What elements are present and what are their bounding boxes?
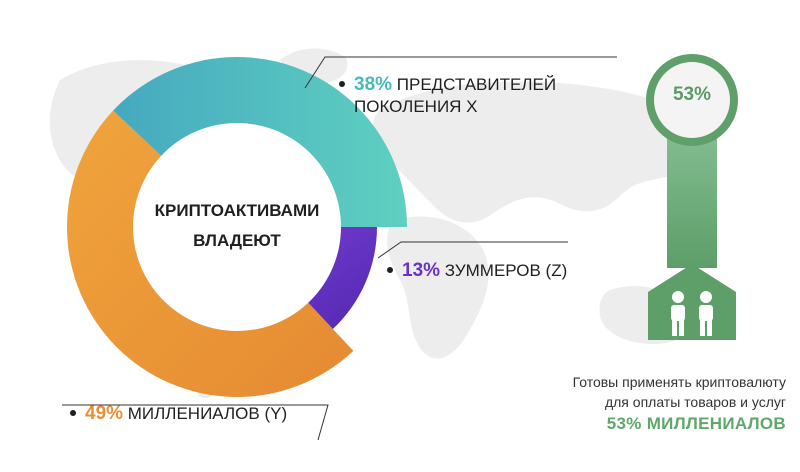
note-line1: Готовы применять криптовалюту: [572, 374, 786, 390]
donut-center: [133, 123, 341, 331]
label-zoomers: 13% ЗУММЕРОВ (Z): [387, 260, 567, 282]
bullet-icon: [339, 80, 345, 87]
note-highlight: 53% МИЛЛЕНИАЛОВ: [606, 414, 786, 433]
bullet-icon: [70, 409, 76, 416]
series-name-gen-x-line2: ПОКОЛЕНИЯ X: [354, 97, 478, 116]
pct-millennials: 49%: [85, 403, 124, 424]
bullet-icon: [387, 266, 393, 273]
label-millennials: 49% МИЛЛЕНИАЛОВ (Y): [70, 403, 287, 425]
series-name-millennials: МИЛЛЕНИАЛОВ (Y): [127, 404, 288, 423]
series-name-gen-x-line1: ПРЕДСТАВИТЕЛЕЙ: [396, 75, 557, 94]
leader-line-millennials: [62, 404, 329, 441]
center-title-line1: КРИПТОАКТИВАМИ: [154, 201, 320, 220]
tower-graphic: [646, 54, 738, 340]
pct-gen-x: 38%: [354, 74, 393, 95]
leader-line-gen-x: [304, 56, 617, 89]
people-icon: [671, 291, 713, 336]
donut-center-title: КРИПТОАКТИВАМИ ВЛАДЕЮТ: [132, 196, 342, 256]
pct-zoomers: 13%: [402, 260, 441, 281]
label-gen-x: 38% ПРЕДСТАВИТЕЛЕЙ ПОКОЛЕНИЯ X: [339, 74, 556, 118]
badge-value: 53%: [672, 84, 712, 105]
leader-line-zoomers: [377, 241, 568, 259]
note-line2: для оплаты товаров и услуг: [604, 394, 786, 410]
center-title-line2: ВЛАДЕЮТ: [193, 231, 281, 250]
series-name-zoomers: ЗУММЕРОВ (Z): [444, 261, 568, 280]
note-text: Готовы применять криптовалюту для оплаты…: [486, 372, 786, 412]
